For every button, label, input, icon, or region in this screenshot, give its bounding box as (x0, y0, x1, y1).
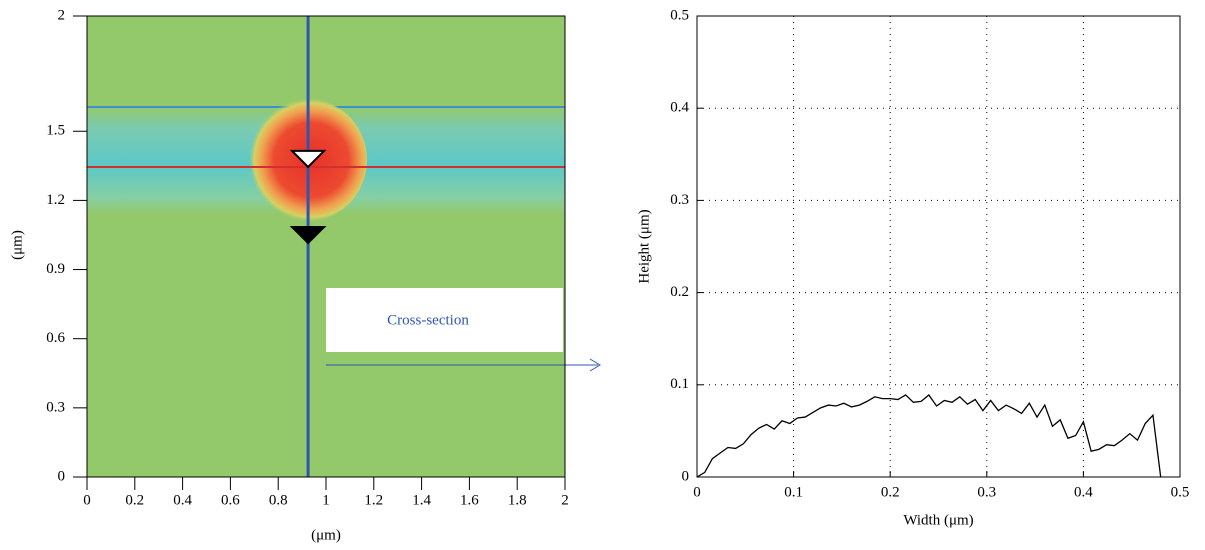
arrow-head (589, 358, 601, 372)
x-tick-label: 0.1 (784, 484, 803, 500)
y-tick-label: 0.9 (46, 261, 65, 277)
x-tick-label: 0.4 (1074, 484, 1093, 500)
x-tick-label: 0.8 (269, 492, 288, 508)
y-tick-label: 0.2 (670, 284, 689, 300)
y-tick-label: 0 (58, 468, 66, 484)
x-axis-label: Width (μm) (903, 512, 973, 528)
y-tick-label: 2 (58, 7, 66, 23)
x-axis-label: (μm) (311, 527, 341, 543)
annotation-box (326, 288, 563, 352)
y-axis-label: (μm) (9, 230, 25, 260)
y-tick-label: 0.5 (670, 7, 689, 23)
x-tick-label: 0.6 (221, 492, 240, 508)
y-tick-label: 0.3 (46, 399, 65, 415)
plot-frame (696, 15, 1181, 478)
x-tick-label: 0.2 (881, 484, 900, 500)
marker (289, 225, 327, 245)
marker (289, 149, 327, 169)
x-tick-label: 0 (693, 484, 701, 500)
x-tick-label: 1.2 (364, 492, 383, 508)
x-tick-label: 0.3 (977, 484, 996, 500)
x-tick-label: 2 (561, 492, 569, 508)
image-background (87, 16, 565, 477)
afm-image (87, 16, 565, 477)
x-tick-label: 1 (322, 492, 330, 508)
y-tick-label: 0.1 (670, 376, 689, 392)
y-tick-label: 0.4 (670, 100, 689, 116)
plot-frame (86, 15, 566, 478)
y-tick-label: 0 (682, 468, 690, 484)
y-axis-label: Height (μm) (636, 209, 652, 283)
x-tick-label: 1.6 (460, 492, 479, 508)
x-tick-label: 0 (83, 492, 91, 508)
y-tick-label: 0.6 (46, 330, 65, 346)
x-tick-label: 0.4 (173, 492, 192, 508)
x-tick-label: 0.2 (125, 492, 144, 508)
y-tick-label: 1.5 (46, 123, 65, 139)
y-tick-label: 1.2 (46, 192, 65, 208)
x-tick-label: 1.4 (412, 492, 431, 508)
y-tick-label: 0.3 (670, 192, 689, 208)
annotation: Cross-section (387, 312, 469, 328)
x-tick-label: 0.5 (1171, 484, 1190, 500)
line-series (696, 393, 1162, 478)
x-tick-label: 1.8 (508, 492, 527, 508)
